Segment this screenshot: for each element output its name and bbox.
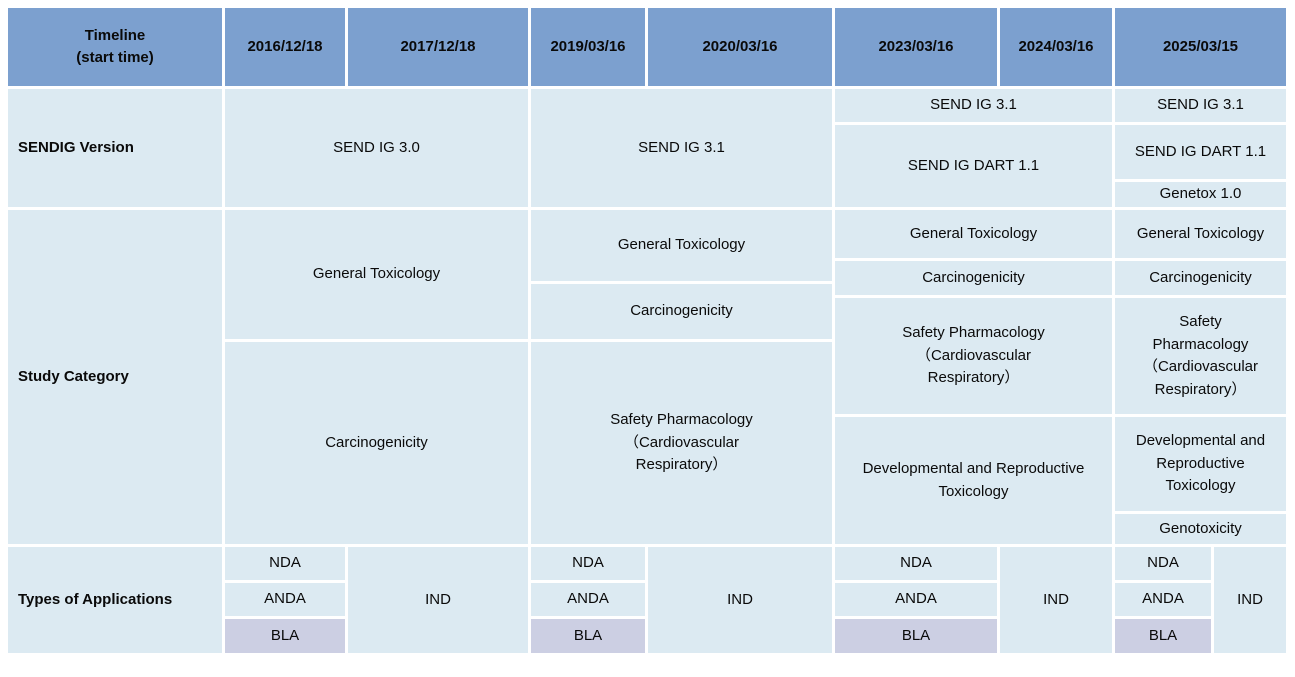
cell-nda-2025: NDA <box>1115 547 1211 580</box>
cell-bla-2019: BLA <box>531 619 645 653</box>
cell-bla-2025: BLA <box>1115 619 1211 653</box>
cell-anda-2025: ANDA <box>1115 583 1211 616</box>
header-2020-03-16: 2020/03/16 <box>648 8 832 86</box>
cell-ind-2024: IND <box>1000 547 1112 653</box>
cell-ind-2025: IND <box>1214 547 1286 653</box>
cell-ind-2017: IND <box>348 547 528 653</box>
cell-safety-pharmacology-2023: Safety Pharmacology （Cardiovascular Resp… <box>835 298 1112 414</box>
cell-bla-2016: BLA <box>225 619 345 653</box>
cell-nda-2019: NDA <box>531 547 645 580</box>
cell-send-ig-dart-2025: SEND IG DART 1.1 <box>1115 125 1286 179</box>
header-timeline: Timeline (start time) <box>8 8 222 86</box>
cell-send-ig-3-1-2025: SEND IG 3.1 <box>1115 89 1286 122</box>
header-2019-03-16: 2019/03/16 <box>531 8 645 86</box>
cell-dart-toxicology-2025: Developmental and Reproductive Toxicolog… <box>1115 417 1286 511</box>
cell-general-toxicology-2023: General Toxicology <box>835 210 1112 258</box>
cell-anda-2023: ANDA <box>835 583 997 616</box>
header-2016-12-18: 2016/12/18 <box>225 8 345 86</box>
types-of-applications-label: Types of Applications <box>8 547 222 653</box>
cell-safety-pharmacology-2019: Safety Pharmacology （Cardiovascular Resp… <box>531 342 832 544</box>
header-2024-03-16: 2024/03/16 <box>1000 8 1112 86</box>
cell-carcinogenicity-2023: Carcinogenicity <box>835 261 1112 295</box>
cell-carcinogenicity-2025: Carcinogenicity <box>1115 261 1286 295</box>
cell-ind-2020: IND <box>648 547 832 653</box>
send-requirements-table: Timeline (start time) 2016/12/18 2017/12… <box>8 8 1286 653</box>
study-category-label: Study Category <box>8 210 222 544</box>
cell-bla-2023: BLA <box>835 619 997 653</box>
header-2017-12-18: 2017/12/18 <box>348 8 528 86</box>
cell-anda-2019: ANDA <box>531 583 645 616</box>
cell-send-ig-3-1-2023: SEND IG 3.1 <box>835 89 1112 122</box>
cell-general-toxicology-2016: General Toxicology <box>225 210 528 339</box>
cell-general-toxicology-2019: General Toxicology <box>531 210 832 281</box>
cell-send-ig-dart-2023: SEND IG DART 1.1 <box>835 125 1112 207</box>
cell-send-ig-3-1-2019: SEND IG 3.1 <box>531 89 832 207</box>
cell-carcinogenicity-2016: Carcinogenicity <box>225 342 528 544</box>
cell-genetox-1-0: Genetox 1.0 <box>1115 182 1286 207</box>
cell-dart-toxicology-2023: Developmental and Reproductive Toxicolog… <box>835 417 1112 544</box>
cell-nda-2023: NDA <box>835 547 997 580</box>
cell-nda-2016: NDA <box>225 547 345 580</box>
cell-genotoxicity-2025: Genotoxicity <box>1115 514 1286 544</box>
cell-carcinogenicity-2019: Carcinogenicity <box>531 284 832 339</box>
cell-general-toxicology-2025: General Toxicology <box>1115 210 1286 258</box>
header-2023-03-16: 2023/03/16 <box>835 8 997 86</box>
header-2025-03-15: 2025/03/15 <box>1115 8 1286 86</box>
cell-anda-2016: ANDA <box>225 583 345 616</box>
sendig-version-label: SENDIG Version <box>8 89 222 207</box>
cell-safety-pharmacology-2025: Safety Pharmacology （Cardiovascular Resp… <box>1115 298 1286 414</box>
cell-send-ig-3-0: SEND IG 3.0 <box>225 89 528 207</box>
